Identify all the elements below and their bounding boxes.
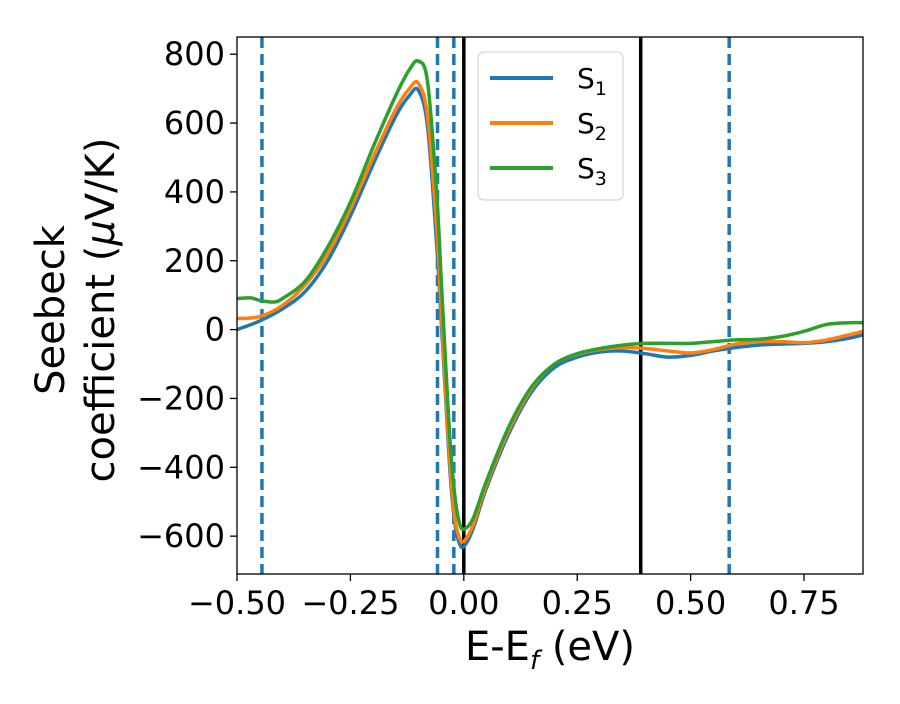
legend-label-s2: S2 xyxy=(577,107,607,145)
y-axis-label-line2: coefficient (μV/K) xyxy=(78,138,124,483)
y-tick-label: 0 xyxy=(205,311,225,349)
y-axis-label-line1: Seebeck xyxy=(28,224,74,395)
legend-frame xyxy=(477,51,624,201)
x-tick-label: 0.00 xyxy=(428,584,499,622)
legend: S1 S2 S3 xyxy=(477,51,624,201)
y-axis-label-mu: μ xyxy=(78,220,124,246)
y-tick-label: 400 xyxy=(164,173,225,211)
x-axis-ticks: −0.50 −0.25 0.00 0.25 0.50 0.75 xyxy=(188,574,840,622)
legend-label-s3: S3 xyxy=(577,152,607,190)
y-tick-label: 800 xyxy=(164,35,225,73)
x-axis-label-main: E-E xyxy=(465,624,530,670)
y-axis-label-prefix: coefficient ( xyxy=(78,246,124,483)
x-tick-label: 0.25 xyxy=(542,584,613,622)
y-axis-label-suffix: V/K) xyxy=(78,138,124,221)
y-tick-label: 200 xyxy=(164,242,225,280)
x-tick-label: 0.50 xyxy=(655,584,726,622)
y-tick-label: −200 xyxy=(137,379,225,417)
legend-label-s1: S1 xyxy=(577,62,607,100)
y-axis-ticks: 800 600 400 200 0 −200 −400 −600 xyxy=(137,35,237,555)
axes xyxy=(236,36,864,575)
series-line-s1 xyxy=(237,86,863,550)
y-tick-label: −400 xyxy=(137,448,225,486)
series-line-s3 xyxy=(237,58,863,532)
series-line-s2 xyxy=(237,80,863,544)
series-lines xyxy=(237,58,863,550)
x-axis-label: E-Ef (eV) xyxy=(465,624,635,676)
y-tick-label: 600 xyxy=(164,104,225,142)
x-tick-label: −0.25 xyxy=(301,584,399,622)
x-axis-label-unit: (eV) xyxy=(539,624,635,670)
x-tick-label: 0.75 xyxy=(768,584,839,622)
x-tick-label: −0.50 xyxy=(188,584,286,622)
y-tick-label: −600 xyxy=(137,517,225,555)
plot-frame xyxy=(236,36,864,575)
